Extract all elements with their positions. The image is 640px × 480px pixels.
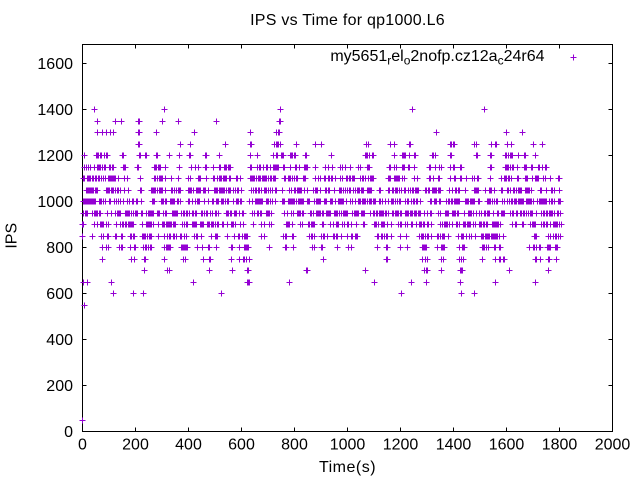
svg-text:2000: 2000	[595, 437, 631, 454]
svg-text:800: 800	[46, 240, 73, 257]
svg-text:IPS: IPS	[4, 223, 21, 249]
svg-text:0: 0	[64, 424, 73, 441]
svg-text:1000: 1000	[37, 194, 73, 211]
svg-text:1000: 1000	[330, 437, 366, 454]
svg-text:800: 800	[281, 437, 308, 454]
svg-text:600: 600	[46, 286, 73, 303]
svg-text:1400: 1400	[436, 437, 472, 454]
svg-text:1200: 1200	[37, 148, 73, 165]
svg-text:my5651relo2nofp.cz12ac24r64: my5651relo2nofp.cz12ac24r64	[330, 48, 544, 68]
svg-text:400: 400	[175, 437, 202, 454]
svg-text:1600: 1600	[37, 56, 73, 73]
svg-text:IPS vs Time for qp1000.L6: IPS vs Time for qp1000.L6	[250, 12, 445, 29]
svg-text:1600: 1600	[489, 437, 525, 454]
svg-text:Time(s): Time(s)	[319, 459, 376, 476]
svg-text:400: 400	[46, 332, 73, 349]
svg-text:200: 200	[46, 378, 73, 395]
svg-text:1400: 1400	[37, 102, 73, 119]
svg-text:600: 600	[228, 437, 255, 454]
svg-text:1200: 1200	[383, 437, 419, 454]
svg-text:1800: 1800	[542, 437, 578, 454]
svg-text:200: 200	[122, 437, 149, 454]
svg-text:0: 0	[78, 437, 87, 454]
